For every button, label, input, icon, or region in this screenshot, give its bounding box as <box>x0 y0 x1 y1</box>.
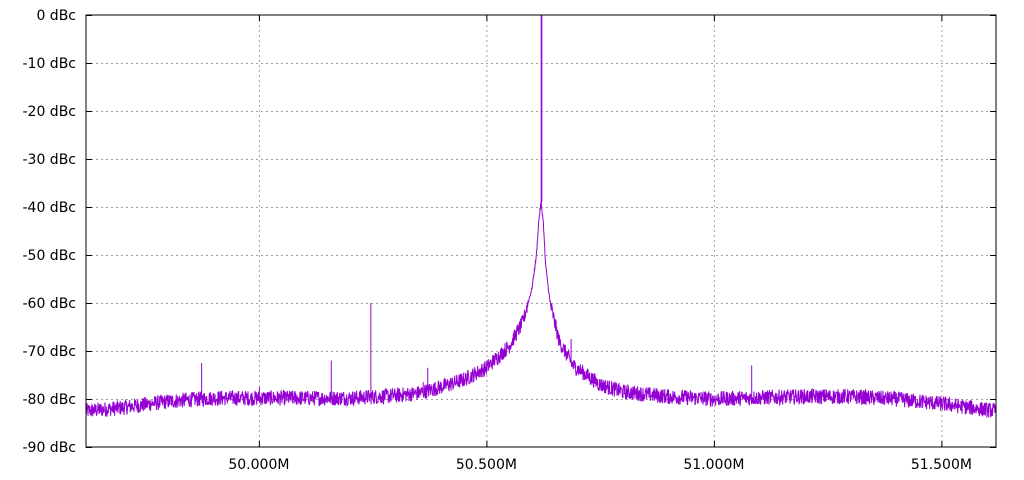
plot-frame <box>85 14 997 448</box>
x-tick-label: 50.500M <box>456 457 517 473</box>
y-tick-label: -80 dBc <box>22 392 76 408</box>
y-tick-label: -30 dBc <box>22 152 76 168</box>
noise-floor-trace <box>85 201 997 418</box>
x-tick-label: 51.000M <box>683 457 744 473</box>
axis-tick-labels: 0 dBc -10 dBc -20 dBc -30 dBc -40 dBc -50 dBc… <box>22 8 971 473</box>
y-tick-label: 0 dBc <box>36 8 76 24</box>
y-tick-label: -40 dBc <box>22 200 76 216</box>
y-tick-label: -60 dBc <box>22 296 76 312</box>
y-tick-label: -50 dBc <box>22 248 76 264</box>
x-tick-label: 50.000M <box>228 457 289 473</box>
y-tick-label: -70 dBc <box>22 344 76 360</box>
y-tick-label: -20 dBc <box>22 104 76 120</box>
x-tick-label: 51.500M <box>911 457 972 473</box>
spectrum-trace <box>85 15 997 418</box>
y-tick-label: -90 dBc <box>22 440 76 456</box>
y-tick-label: -10 dBc <box>22 56 76 72</box>
axis-ticks <box>86 15 996 448</box>
